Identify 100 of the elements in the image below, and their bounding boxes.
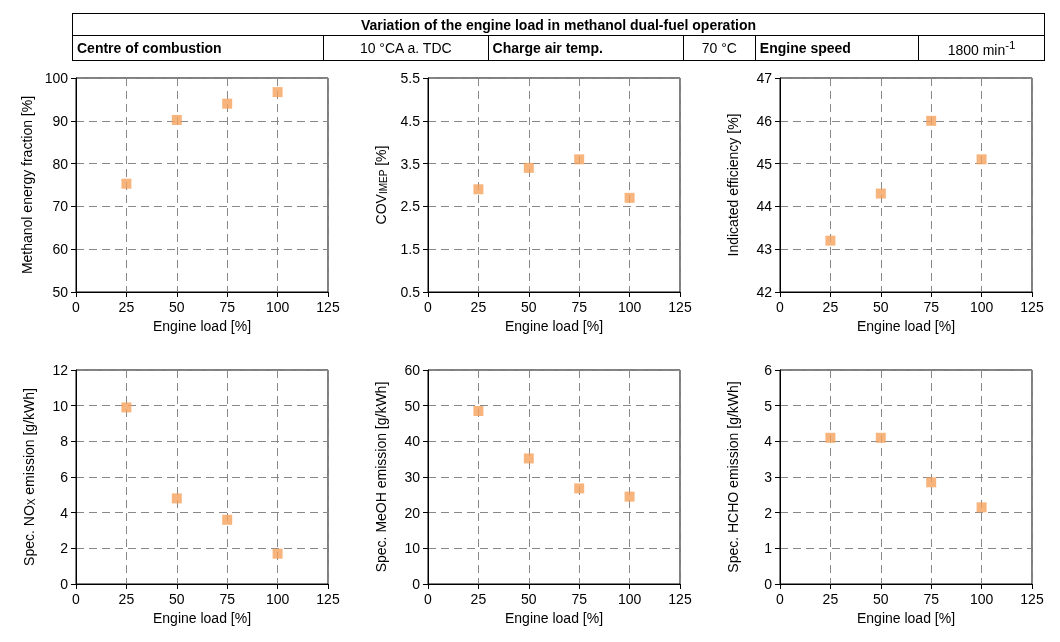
x-tick-label: 75 [923,299,940,315]
y-tick-label: 2 [60,540,69,557]
x-tick-label: 125 [316,299,340,315]
x-tick-label: 125 [316,591,340,607]
x-tick-label: 50 [521,591,537,607]
x-tick-label: 25 [822,591,839,607]
x-tick-label: 50 [169,299,185,315]
y-tick-label: 46 [756,112,773,129]
x-tick-label: 100 [265,591,290,607]
text: 1800 min$^{-1}$ [918,35,1045,61]
y-tick-label: 3.5 [400,155,421,172]
y-tick-label: 70 [52,198,69,215]
point [121,402,132,413]
y-tick-label: 5 [764,397,773,414]
y-tick-label: 42 [756,284,773,300]
y-tick-label: 90 [52,112,69,129]
text: Variation of the engine load in methanol dual-fuel operation [72,13,1045,36]
y-tick-label: 60 [404,362,421,378]
y-tick-label: 10 [52,397,69,414]
y-tick-label: 1.5 [400,241,421,258]
y-tick-label: 100 [44,70,69,86]
y-tick-label: 43 [756,241,773,258]
point [976,502,987,513]
y-tick-label: 2 [764,504,773,521]
point [825,235,836,246]
x-tick-label: 125 [668,591,692,607]
x-tick-label: 50 [521,299,537,315]
point [624,192,635,203]
x-tick-label: 75 [219,299,236,315]
x-axis-title: Engine load [%] [856,609,956,626]
point [222,98,233,109]
point [473,184,484,195]
x-tick-label: 0 [72,591,81,607]
y-tick-label: 0 [60,576,69,592]
point [926,477,937,488]
point [523,162,534,173]
x-tick-label: 100 [617,299,642,315]
y-tick-label: 6 [60,469,69,485]
y-tick-label: 80 [52,155,69,172]
x-tick-label: 50 [873,299,889,315]
y-tick-label: 30 [404,469,421,485]
point [574,483,585,494]
y-tick-label: 44 [756,198,773,215]
point [926,115,937,126]
x-tick-label: 100 [969,299,994,315]
x-axis-title: Engine load [%] [504,317,604,334]
point [272,87,283,98]
y-tick-label: 10 [404,540,421,557]
point [473,406,484,417]
point [171,493,182,504]
x-tick-label: 100 [969,591,994,607]
point [976,154,987,165]
y-tick-label: 1 [764,540,773,557]
x-tick-label: 0 [424,591,433,607]
x-tick-label: 0 [424,299,433,315]
x-tick-label: 100 [265,299,290,315]
y-tick-label: 47 [756,70,773,86]
x-axis-title: Engine load [%] [152,609,252,626]
point [875,188,886,199]
y-tick-label: 4.5 [400,112,421,129]
x-tick-label: 25 [118,299,135,315]
x-tick-label: 25 [470,299,487,315]
y-tick-label: 60 [52,241,69,258]
x-axis-title: Engine load [%] [856,317,956,334]
y-tick-label: 20 [404,504,421,521]
x-tick-label: 75 [571,299,588,315]
y-tick-label: 0 [412,576,421,592]
y-tick-label: 2.5 [400,198,421,215]
point [825,432,836,443]
y-tick-label: 45 [756,155,773,172]
x-tick-label: 75 [571,591,588,607]
point [121,178,132,189]
point [523,453,534,464]
x-tick-label: 100 [617,591,642,607]
x-tick-label: 125 [1020,299,1044,315]
y-axis-title: Spec. HCHO emission [g/kWh] [725,381,741,573]
y-tick-label: 5.5 [400,70,421,86]
y-axis-title: COVIMEP [%] [373,145,389,225]
point [875,432,886,443]
x-tick-label: 50 [169,591,185,607]
text: Engine speed [755,35,919,61]
y-axis-title: Spec. MeOH emission [g/kWh] [373,381,389,573]
text: Charge air temp. [488,35,684,61]
point [624,491,635,502]
x-axis-title: Engine load [%] [152,317,252,334]
text: 10 °CA a. TDC [323,35,489,61]
y-axis-title: Methanol energy fraction [%] [18,95,35,275]
y-tick-label: 8 [60,433,69,450]
x-tick-label: 75 [923,591,940,607]
point [222,514,233,525]
x-tick-label: 125 [668,299,692,315]
x-tick-label: 50 [873,591,889,607]
x-tick-label: 0 [776,591,785,607]
y-tick-label: 12 [52,362,69,378]
text: Centre of combustion [72,35,324,61]
point [574,154,585,165]
x-axis-title: Engine load [%] [504,609,604,626]
y-tick-label: 4 [764,433,773,450]
y-tick-label: 50 [52,284,69,300]
x-tick-label: 25 [822,299,839,315]
